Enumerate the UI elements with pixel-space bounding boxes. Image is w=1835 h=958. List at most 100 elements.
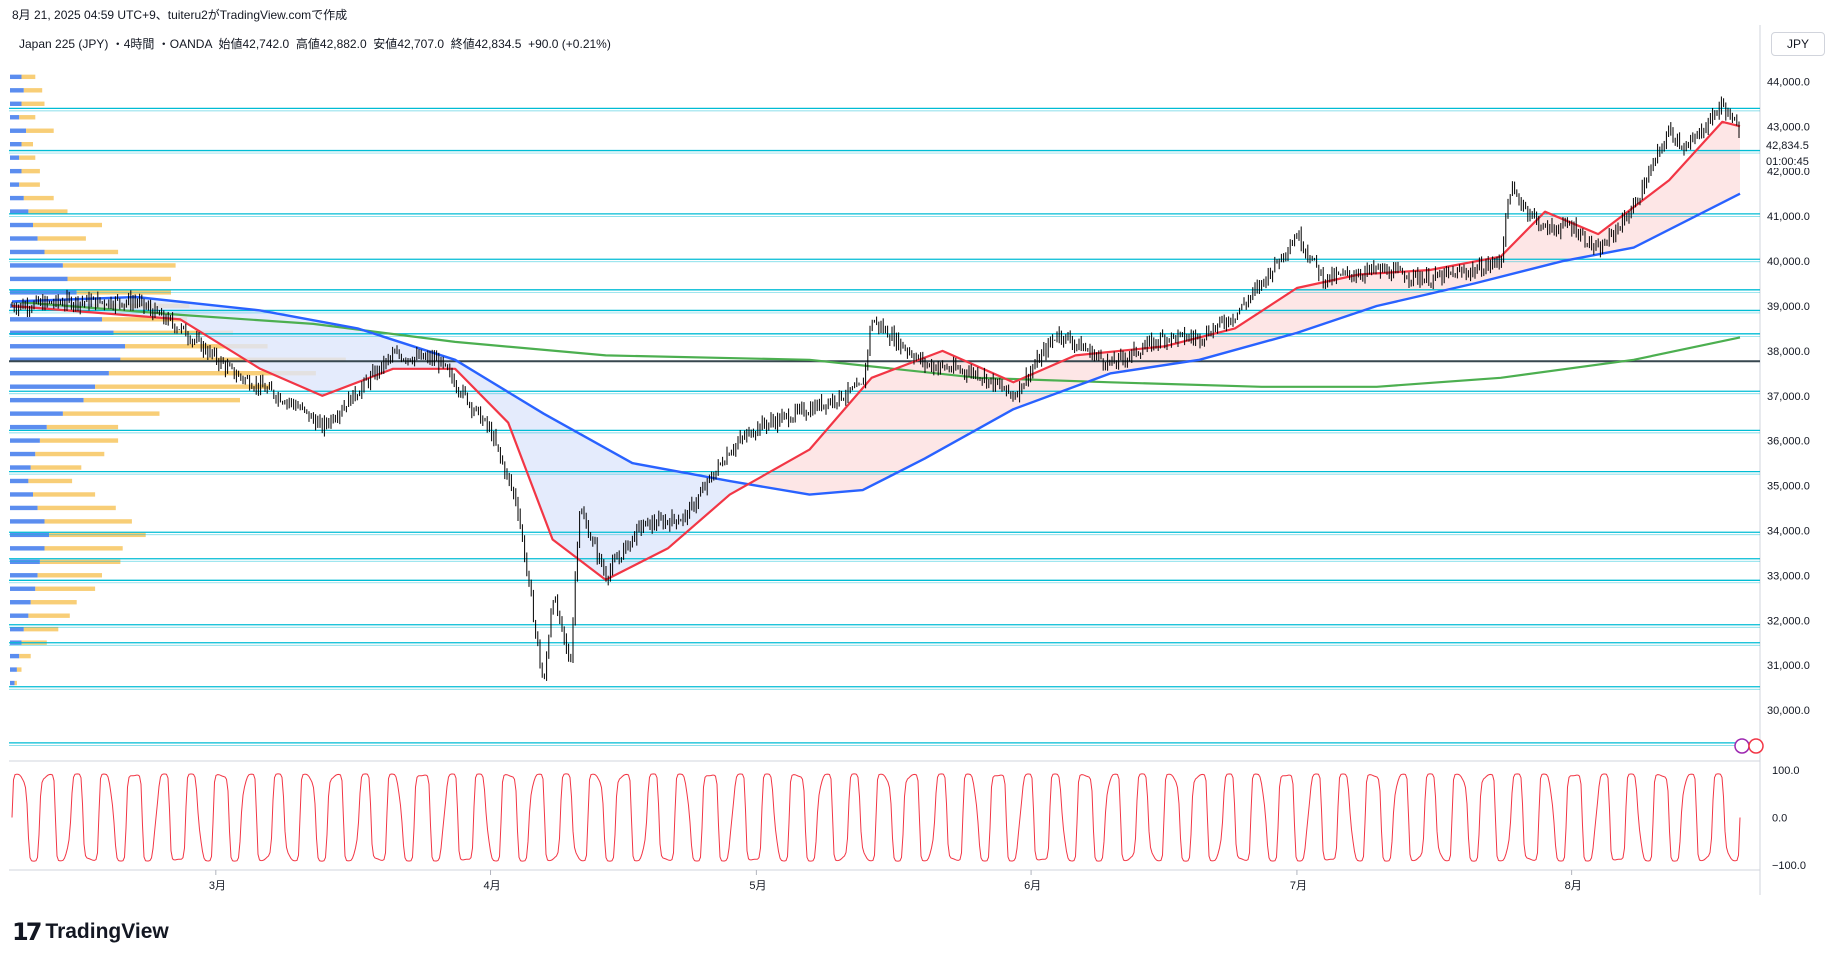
month-tick-label: 4月 xyxy=(484,880,501,892)
ema-slow-line xyxy=(11,192,1741,496)
price-tick-label: 40,000.0 xyxy=(1767,256,1810,268)
ema-cloud-segment xyxy=(378,334,384,375)
ema-cloud-segment xyxy=(252,309,258,368)
ema-cloud-segment xyxy=(678,471,684,540)
vp-bar-up xyxy=(10,168,22,174)
ema-cloud-segment xyxy=(966,361,972,436)
ema-cloud-segment xyxy=(564,425,570,553)
vp-bar-up xyxy=(10,626,24,632)
legend-separator: ・ xyxy=(157,37,170,51)
currency-button[interactable]: JPY xyxy=(1771,32,1825,56)
ema-cloud-segment xyxy=(1194,337,1200,361)
ema-cloud-segment xyxy=(1416,270,1422,297)
month-tick-label: 7月 xyxy=(1290,880,1307,892)
ema-cloud-segment xyxy=(1680,161,1686,225)
ema-cloud-segment xyxy=(1668,174,1674,231)
price-tick-label: 37,000.0 xyxy=(1767,391,1810,403)
vp-bar-up xyxy=(10,559,40,565)
ema-cloud-segment xyxy=(582,435,588,567)
ema-cloud-segment xyxy=(852,393,858,491)
vp-bar-down xyxy=(30,465,82,470)
ema-cloud-segment xyxy=(1080,354,1086,385)
vp-bar-up xyxy=(10,546,45,551)
ema-cloud-segment xyxy=(1302,285,1308,332)
oscillator-line xyxy=(11,773,1741,862)
ema-cloud-segment xyxy=(348,326,354,386)
ema-cloud-segment xyxy=(1350,275,1356,315)
ema-cloud-segment xyxy=(1206,334,1212,359)
ema-cloud-segment xyxy=(276,313,282,379)
ema-cloud-segment xyxy=(1710,128,1716,209)
ema-cloud-segment xyxy=(1656,185,1662,237)
ema-cloud-segment xyxy=(1392,272,1398,303)
vp-bar-down xyxy=(113,330,234,335)
legend-interval[interactable]: 4時間 xyxy=(123,37,155,51)
vp-bar-up xyxy=(10,276,68,282)
month-tick-label: 8月 xyxy=(1565,880,1582,892)
legend-open-label: 始値 xyxy=(218,37,243,51)
vp-bar-up xyxy=(10,101,22,106)
vp-bar-down xyxy=(33,222,102,228)
ema-cloud-segment xyxy=(408,344,414,369)
legend-close-label: 終値 xyxy=(450,37,475,51)
oscillator-tick-label: −100.0 xyxy=(1772,860,1806,872)
ema-cloud-segment xyxy=(780,462,786,491)
vp-bar-up xyxy=(10,141,22,147)
legend-change: +90.0 (+0.21%) xyxy=(528,37,611,51)
ema-cloud-segment xyxy=(1560,217,1566,262)
oscillator-tick-label: 0.0 xyxy=(1772,813,1787,825)
legend-open: 42,742.0 xyxy=(242,37,290,51)
ema-cloud-segment xyxy=(258,310,264,371)
price-tick-label: 35,000.0 xyxy=(1767,481,1810,493)
ema-cloud-segment xyxy=(1086,353,1092,383)
ema-cloud-segment xyxy=(894,366,900,475)
ema-cloud-segment xyxy=(342,325,348,389)
vp-bar-down xyxy=(26,128,54,133)
vp-bar-down xyxy=(21,141,33,147)
ema-cloud-segment xyxy=(654,467,660,556)
ema-cloud-segment xyxy=(624,458,630,571)
ema-cloud-segment xyxy=(930,353,936,456)
price-tick-label: 39,000.0 xyxy=(1767,301,1810,313)
ema-cloud-segment xyxy=(936,351,942,453)
ema-cloud-segment xyxy=(282,314,288,381)
ema-cloud-segment xyxy=(978,366,984,429)
ema-cloud-segment xyxy=(1062,358,1068,392)
ema-cloud-segment xyxy=(1380,272,1386,306)
vp-bar-down xyxy=(30,600,77,605)
ema-cloud-segment xyxy=(1284,292,1290,337)
ema-cloud-segment xyxy=(234,307,240,357)
price-tick-label: 44,000.0 xyxy=(1767,76,1810,88)
vp-bar-up xyxy=(10,451,36,457)
ema-cloud-segment xyxy=(360,329,366,382)
vp-bar-up xyxy=(10,653,20,659)
ema-cloud-segment xyxy=(294,316,300,387)
ema-cloud xyxy=(12,122,1740,580)
vp-bar-up xyxy=(10,263,63,268)
price-axis: 30,000.0 31,000.0 32,000.0 33,000.0 34,000.0… xyxy=(1767,76,1810,717)
ema-cloud-segment xyxy=(786,459,792,492)
vp-bar-down xyxy=(67,276,171,282)
legend-source: OANDA xyxy=(169,37,212,51)
ema-cloud-segment xyxy=(990,371,996,423)
ema-cloud-segment xyxy=(666,469,672,550)
vp-bar-down xyxy=(108,371,316,376)
ema-cloud-segment xyxy=(228,306,234,353)
ema-cloud-segment xyxy=(588,438,594,571)
ema-cloud-segment xyxy=(1002,377,1008,416)
legend-symbol[interactable]: Japan 225 (JPY) xyxy=(19,37,109,51)
tradingview-logo[interactable]: 17 TradingView xyxy=(12,918,169,946)
ema-cloud-segment xyxy=(1464,262,1470,286)
ema-cloud-segment xyxy=(882,371,888,481)
vp-bar-up xyxy=(10,371,109,376)
ema-cloud-segment xyxy=(1152,346,1158,368)
ema-cloud-segment xyxy=(672,470,678,545)
vp-bar-up xyxy=(10,600,31,605)
ema-cloud-segment xyxy=(1650,190,1656,240)
ema-cloud-segment xyxy=(1158,346,1164,367)
vp-bar-up xyxy=(10,155,20,160)
vp-bar-down xyxy=(19,155,36,160)
ema-cloud-segment xyxy=(1038,368,1044,401)
ema-cloud-segment xyxy=(1212,332,1218,357)
